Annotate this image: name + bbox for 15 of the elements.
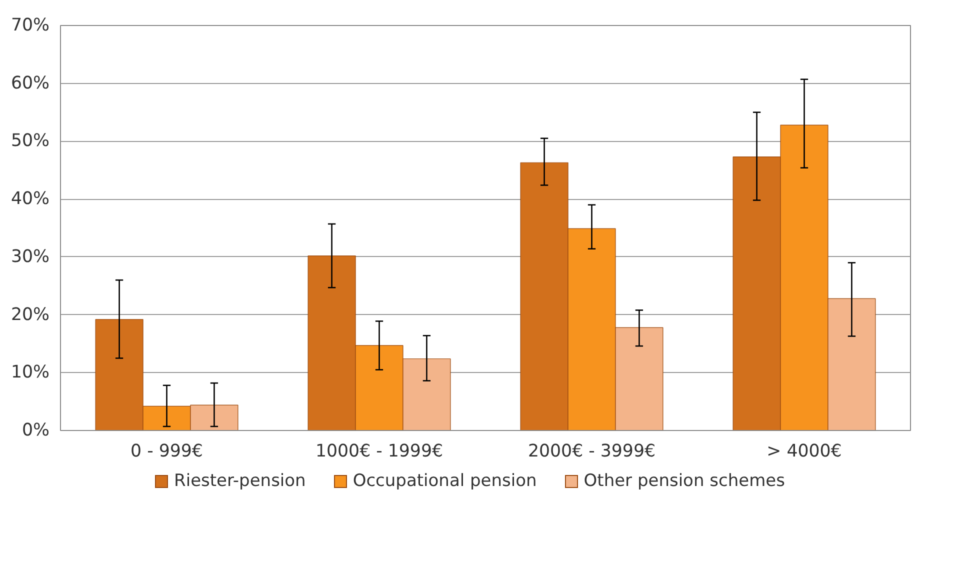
y-tick-label: 30% bbox=[10, 246, 50, 267]
y-tick-label: 10% bbox=[10, 362, 50, 383]
y-tick-label: 50% bbox=[10, 131, 50, 152]
x-tick-label: 2000€ - 3999€ bbox=[528, 442, 656, 462]
y-tick-label: 20% bbox=[10, 304, 50, 325]
y-tick-label: 40% bbox=[10, 189, 50, 210]
x-tick-label: > 4000€ bbox=[766, 442, 842, 462]
y-tick-label: 60% bbox=[10, 73, 50, 94]
legend-label: Other pension schemes bbox=[584, 470, 785, 493]
legend-label: Occupational pension bbox=[352, 470, 537, 493]
legend-label: Riester-pension bbox=[174, 470, 306, 493]
y-tick-label: 0% bbox=[22, 420, 50, 440]
x-tick-label: 0 - 999€ bbox=[130, 442, 203, 462]
x-tick-label: 1000€ - 1999€ bbox=[315, 442, 444, 462]
y-tick-label: 70% bbox=[10, 16, 50, 36]
